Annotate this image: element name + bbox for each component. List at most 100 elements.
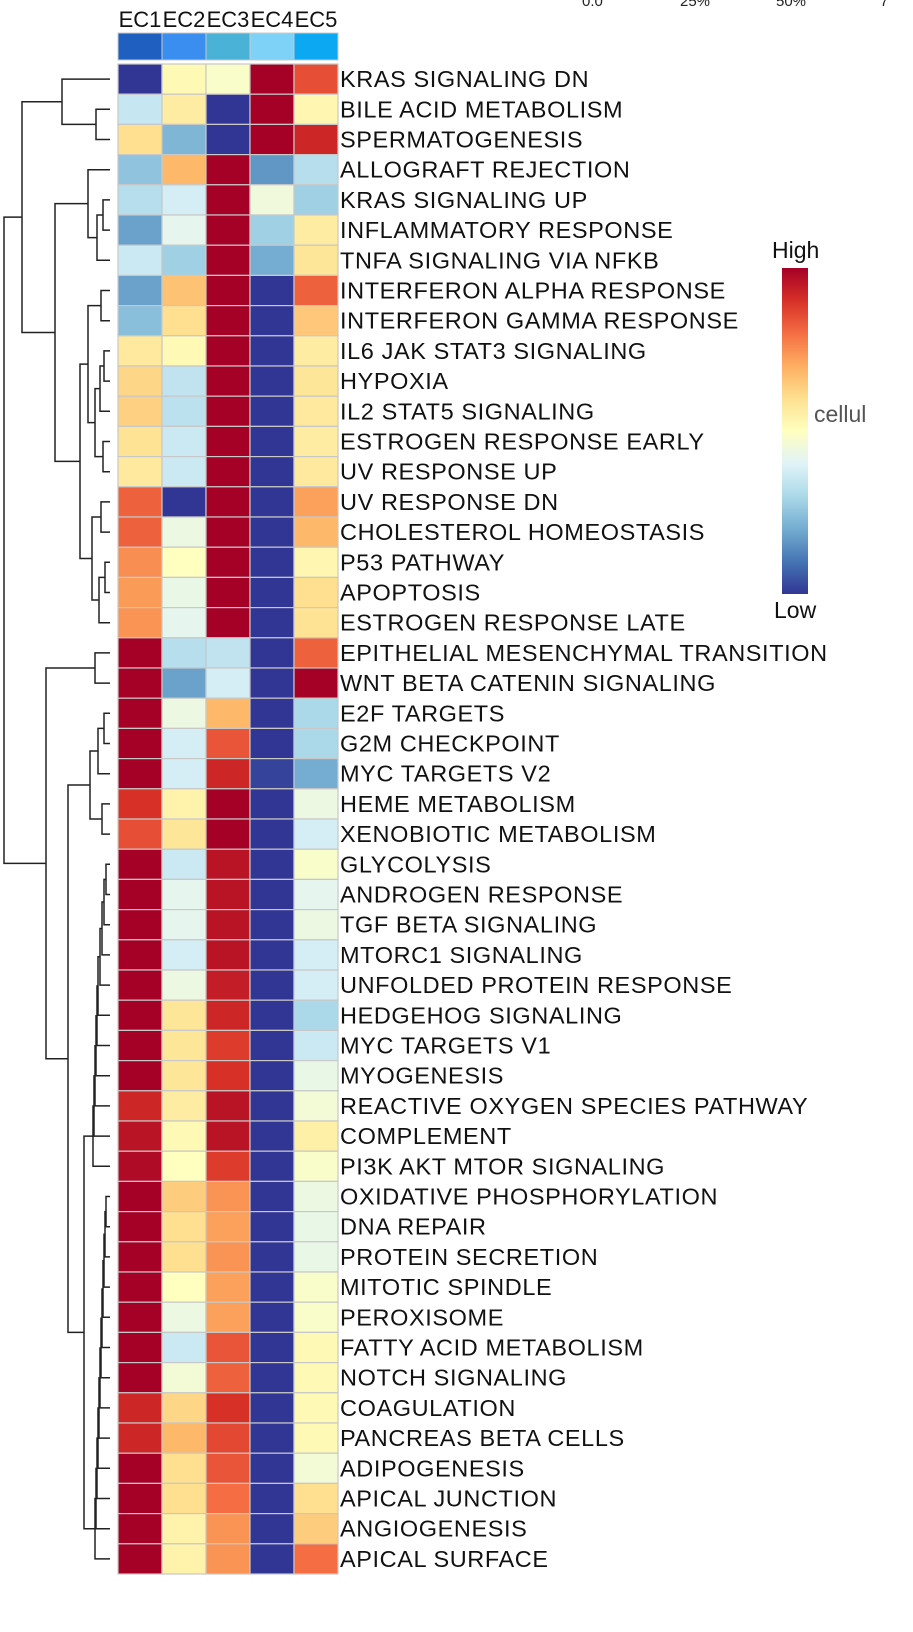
heatmap-cell	[249, 123, 295, 156]
heatmap-cell	[293, 214, 339, 246]
column-annotation-swatch	[117, 32, 163, 61]
heatmap-cell	[205, 456, 251, 488]
heatmap-cell	[293, 516, 339, 548]
heatmap-cell	[293, 1392, 339, 1424]
dendrogram-branch	[89, 750, 102, 820]
heatmap-cell	[161, 1543, 207, 1575]
row-label: PEROXISOME	[340, 1304, 504, 1330]
row-label: APICAL JUNCTION	[340, 1486, 557, 1512]
heatmap-cell	[161, 1210, 207, 1243]
heatmap-cell	[293, 1210, 339, 1243]
heatmap-cell	[205, 1059, 251, 1092]
heatmap-cell	[205, 244, 251, 276]
legend-low-label: Low	[774, 597, 817, 623]
heatmap-cell	[249, 274, 295, 307]
row-label: COMPLEMENT	[340, 1123, 512, 1149]
heatmap-cell	[205, 727, 251, 760]
heatmap-cell	[205, 757, 251, 790]
heatmap-cell	[117, 999, 163, 1032]
legend-title: cellul	[814, 401, 866, 427]
heatmap-cell	[293, 1271, 339, 1303]
row-label: MITOTIC SPINDLE	[340, 1274, 552, 1300]
heatmap-cell	[205, 818, 251, 850]
heatmap-cell	[161, 63, 207, 95]
column-label: EC2	[163, 7, 206, 32]
heatmap-cell	[249, 516, 295, 548]
heatmap-cell	[161, 456, 207, 488]
heatmap-cell	[117, 697, 163, 730]
heatmap-cell	[161, 757, 207, 790]
heatmap-cell	[117, 214, 163, 246]
heatmap-cell	[249, 1271, 295, 1303]
heatmap-cell	[249, 365, 295, 397]
heatmap-cell	[293, 1422, 339, 1454]
heatmap-cell	[205, 999, 251, 1032]
heatmap-cell	[249, 939, 295, 971]
row-label: PANCREAS BETA CELLS	[340, 1425, 625, 1451]
heatmap-cell	[117, 1241, 163, 1273]
row-label: COAGULATION	[340, 1395, 516, 1421]
heatmap-cell	[117, 667, 163, 699]
row-label: UV RESPONSE UP	[340, 459, 557, 485]
heatmap-cell	[249, 154, 295, 186]
dendrogram-branch	[103, 712, 110, 745]
heatmap-cell	[249, 1422, 295, 1454]
row-label: ESTROGEN RESPONSE EARLY	[340, 429, 705, 455]
heatmap-cell	[161, 214, 207, 246]
heatmap-cell	[161, 244, 207, 276]
heatmap-cell	[161, 184, 207, 216]
heatmap-cell	[161, 818, 207, 850]
top-axis-fragment: 7	[880, 0, 888, 10]
row-label: ANDROGEN RESPONSE	[340, 882, 623, 908]
heatmap-cell	[161, 1090, 207, 1122]
heatmap-cell	[205, 425, 251, 458]
dendrogram-branch	[100, 501, 110, 533]
heatmap-cell	[205, 878, 251, 911]
heatmap-cell	[249, 1392, 295, 1424]
heatmap-cell	[117, 305, 163, 337]
heatmap-cell	[249, 1512, 295, 1545]
dendrogram-branch	[3, 216, 46, 865]
heatmap-cell	[249, 335, 295, 367]
heatmap-cell	[249, 576, 295, 609]
heatmap-cell	[293, 425, 339, 458]
heatmap-cell	[117, 727, 163, 760]
dendrogram-branch	[95, 108, 110, 141]
heatmap-cell	[117, 969, 163, 1001]
dendrogram-branch	[94, 387, 103, 458]
row-label: ADIPOGENESIS	[340, 1455, 525, 1481]
heatmap-cell	[249, 637, 295, 669]
heatmap-cell	[293, 335, 339, 367]
dendrogram-branch	[94, 652, 110, 684]
heatmap-cell	[205, 335, 251, 367]
heatmap-cell	[117, 818, 163, 850]
column-annotation-swatch	[293, 32, 339, 61]
heatmap-cell	[117, 63, 163, 95]
heatmap-cell	[293, 697, 339, 730]
heatmap-cell	[117, 848, 163, 881]
heatmap-cell	[161, 999, 207, 1032]
row-label: WNT BETA CATENIN SIGNALING	[340, 670, 716, 696]
heatmap-cell	[249, 244, 295, 276]
heatmap-cell	[161, 274, 207, 307]
top-axis-fragment: 25%	[680, 0, 710, 10]
heatmap-cell	[161, 1029, 207, 1062]
heatmap-cell	[205, 637, 251, 669]
heatmap-cell	[161, 697, 207, 730]
row-label: ANGIOGENESIS	[340, 1516, 527, 1542]
heatmap-cell	[117, 1331, 163, 1364]
heatmap-cell	[249, 908, 295, 941]
row-label: MYC TARGETS V2	[340, 761, 551, 787]
heatmap-cell	[249, 425, 295, 458]
heatmap-cell	[249, 395, 295, 428]
heatmap-cell	[249, 93, 295, 125]
heatmap-cell	[293, 486, 339, 518]
heatmap-cell	[249, 305, 295, 337]
heatmap-cell	[205, 1120, 251, 1152]
heatmap-cell	[293, 93, 339, 125]
heatmap-cell	[293, 999, 339, 1032]
dendrogram-branch	[54, 202, 88, 463]
heatmap-cell	[205, 1331, 251, 1364]
heatmap-cell	[293, 1180, 339, 1213]
